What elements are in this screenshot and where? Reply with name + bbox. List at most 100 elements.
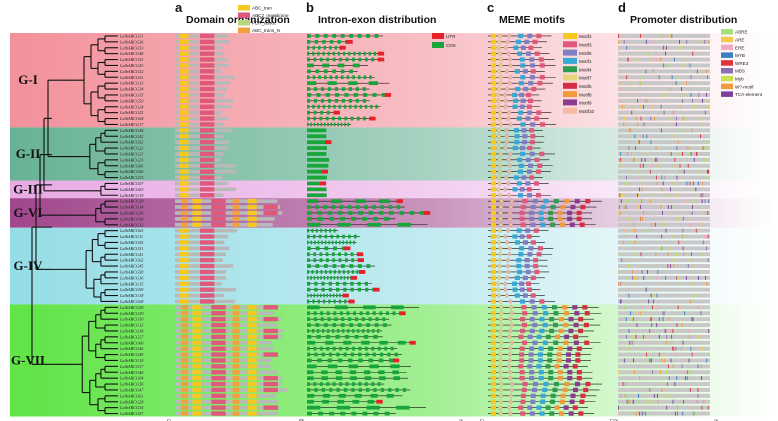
cis-element <box>656 57 658 62</box>
cis-element <box>641 305 643 310</box>
exon-cds <box>331 205 336 209</box>
cis-element <box>702 287 704 292</box>
promoter-bar <box>618 234 710 239</box>
motif-motif3 <box>519 210 525 216</box>
motif-motif8 <box>557 370 563 375</box>
cis-element <box>666 45 667 50</box>
cis-element <box>697 364 699 369</box>
cis-element <box>666 405 668 410</box>
exon-cds <box>313 252 317 257</box>
cis-element <box>633 157 635 162</box>
motif-motif10 <box>502 281 508 287</box>
exon-cds <box>322 299 326 304</box>
promoter-legend-label: MBS <box>735 69 745 74</box>
cis-element <box>629 399 631 404</box>
exon-cds <box>337 222 351 227</box>
exon-cds <box>329 228 332 233</box>
protein-bar <box>175 370 278 375</box>
cis-element <box>692 51 694 56</box>
motif-motif6 <box>519 104 525 109</box>
motif-motif1 <box>513 175 519 180</box>
motif-motif6 <box>528 163 534 168</box>
exon-cds <box>347 122 350 127</box>
motif-motif6 <box>527 405 533 410</box>
motif-motif5 <box>579 399 585 404</box>
motif-motif3 <box>519 375 525 381</box>
motif-motif3 <box>526 187 532 192</box>
cis-element <box>639 75 641 80</box>
domain-abc2_membrane <box>199 169 215 174</box>
motif-motif2 <box>491 198 497 204</box>
exon-cds <box>307 152 327 156</box>
cis-element <box>664 110 666 115</box>
cis-element <box>620 393 622 398</box>
domain-abc2_membrane <box>199 252 215 257</box>
exon-cds <box>345 382 349 386</box>
cis-element <box>631 205 633 210</box>
cis-element <box>626 75 628 80</box>
domain-abc_tran <box>192 198 202 204</box>
cis-element <box>651 163 653 168</box>
exon-cds <box>314 352 318 357</box>
cis-element <box>637 205 639 210</box>
domain-abc_tran <box>247 352 257 357</box>
gene-label: LalbABCG36 <box>119 39 144 44</box>
cis-element <box>668 317 670 322</box>
group-label-g-vii: G-VII <box>11 352 45 367</box>
cis-element <box>626 393 628 398</box>
motif-motif5 <box>578 411 584 416</box>
exon-cds <box>326 293 328 298</box>
motif-motif10 <box>509 304 514 310</box>
cis-element <box>708 199 710 204</box>
motif-motif1 <box>538 375 544 381</box>
gene-label: LalbABCG17 <box>119 122 144 127</box>
domain-abc2_membrane <box>263 375 278 381</box>
motif-motif7 <box>497 192 503 198</box>
cis-element <box>651 193 653 198</box>
domain-abc_tran <box>179 151 189 157</box>
promoter-bar <box>618 387 710 392</box>
cis-element <box>650 387 652 392</box>
cis-element <box>635 116 637 121</box>
promoter-bar <box>618 146 710 151</box>
exon-cds <box>312 45 316 50</box>
motif-legend-swatch <box>563 66 577 73</box>
exon-cds <box>340 75 344 80</box>
exon-cds <box>338 299 342 304</box>
domain-abc2_membrane <box>199 187 215 192</box>
cis-element <box>689 334 691 339</box>
cis-element <box>669 151 671 156</box>
domain-abc2_membrane <box>199 151 215 157</box>
exon-cds <box>313 346 317 351</box>
domain-abc_trans_n <box>232 210 240 216</box>
cis-element <box>700 311 702 316</box>
motif-motif7 <box>495 145 501 151</box>
motif-motif5 <box>575 352 581 357</box>
exon-cds <box>363 51 366 56</box>
motif-motif5 <box>580 204 586 210</box>
cis-element <box>679 163 681 168</box>
exon-cds <box>307 175 327 180</box>
cis-element <box>671 110 673 115</box>
exon-cds <box>307 193 327 198</box>
cis-element <box>653 393 655 398</box>
exon-cds <box>329 388 333 392</box>
domain-abc2_membrane <box>199 281 215 286</box>
promoter-bar <box>618 205 710 210</box>
exon-cds <box>354 234 357 239</box>
domain-abc2_membrane <box>263 204 278 210</box>
motif-motif2 <box>491 305 497 310</box>
motif-motif10 <box>505 228 511 234</box>
cis-element <box>682 151 684 156</box>
motif-motif6 <box>521 175 527 180</box>
motif-motif10 <box>508 121 513 127</box>
exon-cds <box>332 51 336 56</box>
cis-element <box>692 264 694 269</box>
domain-abc2_membrane <box>211 204 226 210</box>
cis-element <box>639 216 641 221</box>
gene-label: LalbABCG31 <box>119 33 143 38</box>
cis-element <box>683 252 685 257</box>
motif-motif7 <box>499 381 504 387</box>
cis-element <box>629 134 631 139</box>
